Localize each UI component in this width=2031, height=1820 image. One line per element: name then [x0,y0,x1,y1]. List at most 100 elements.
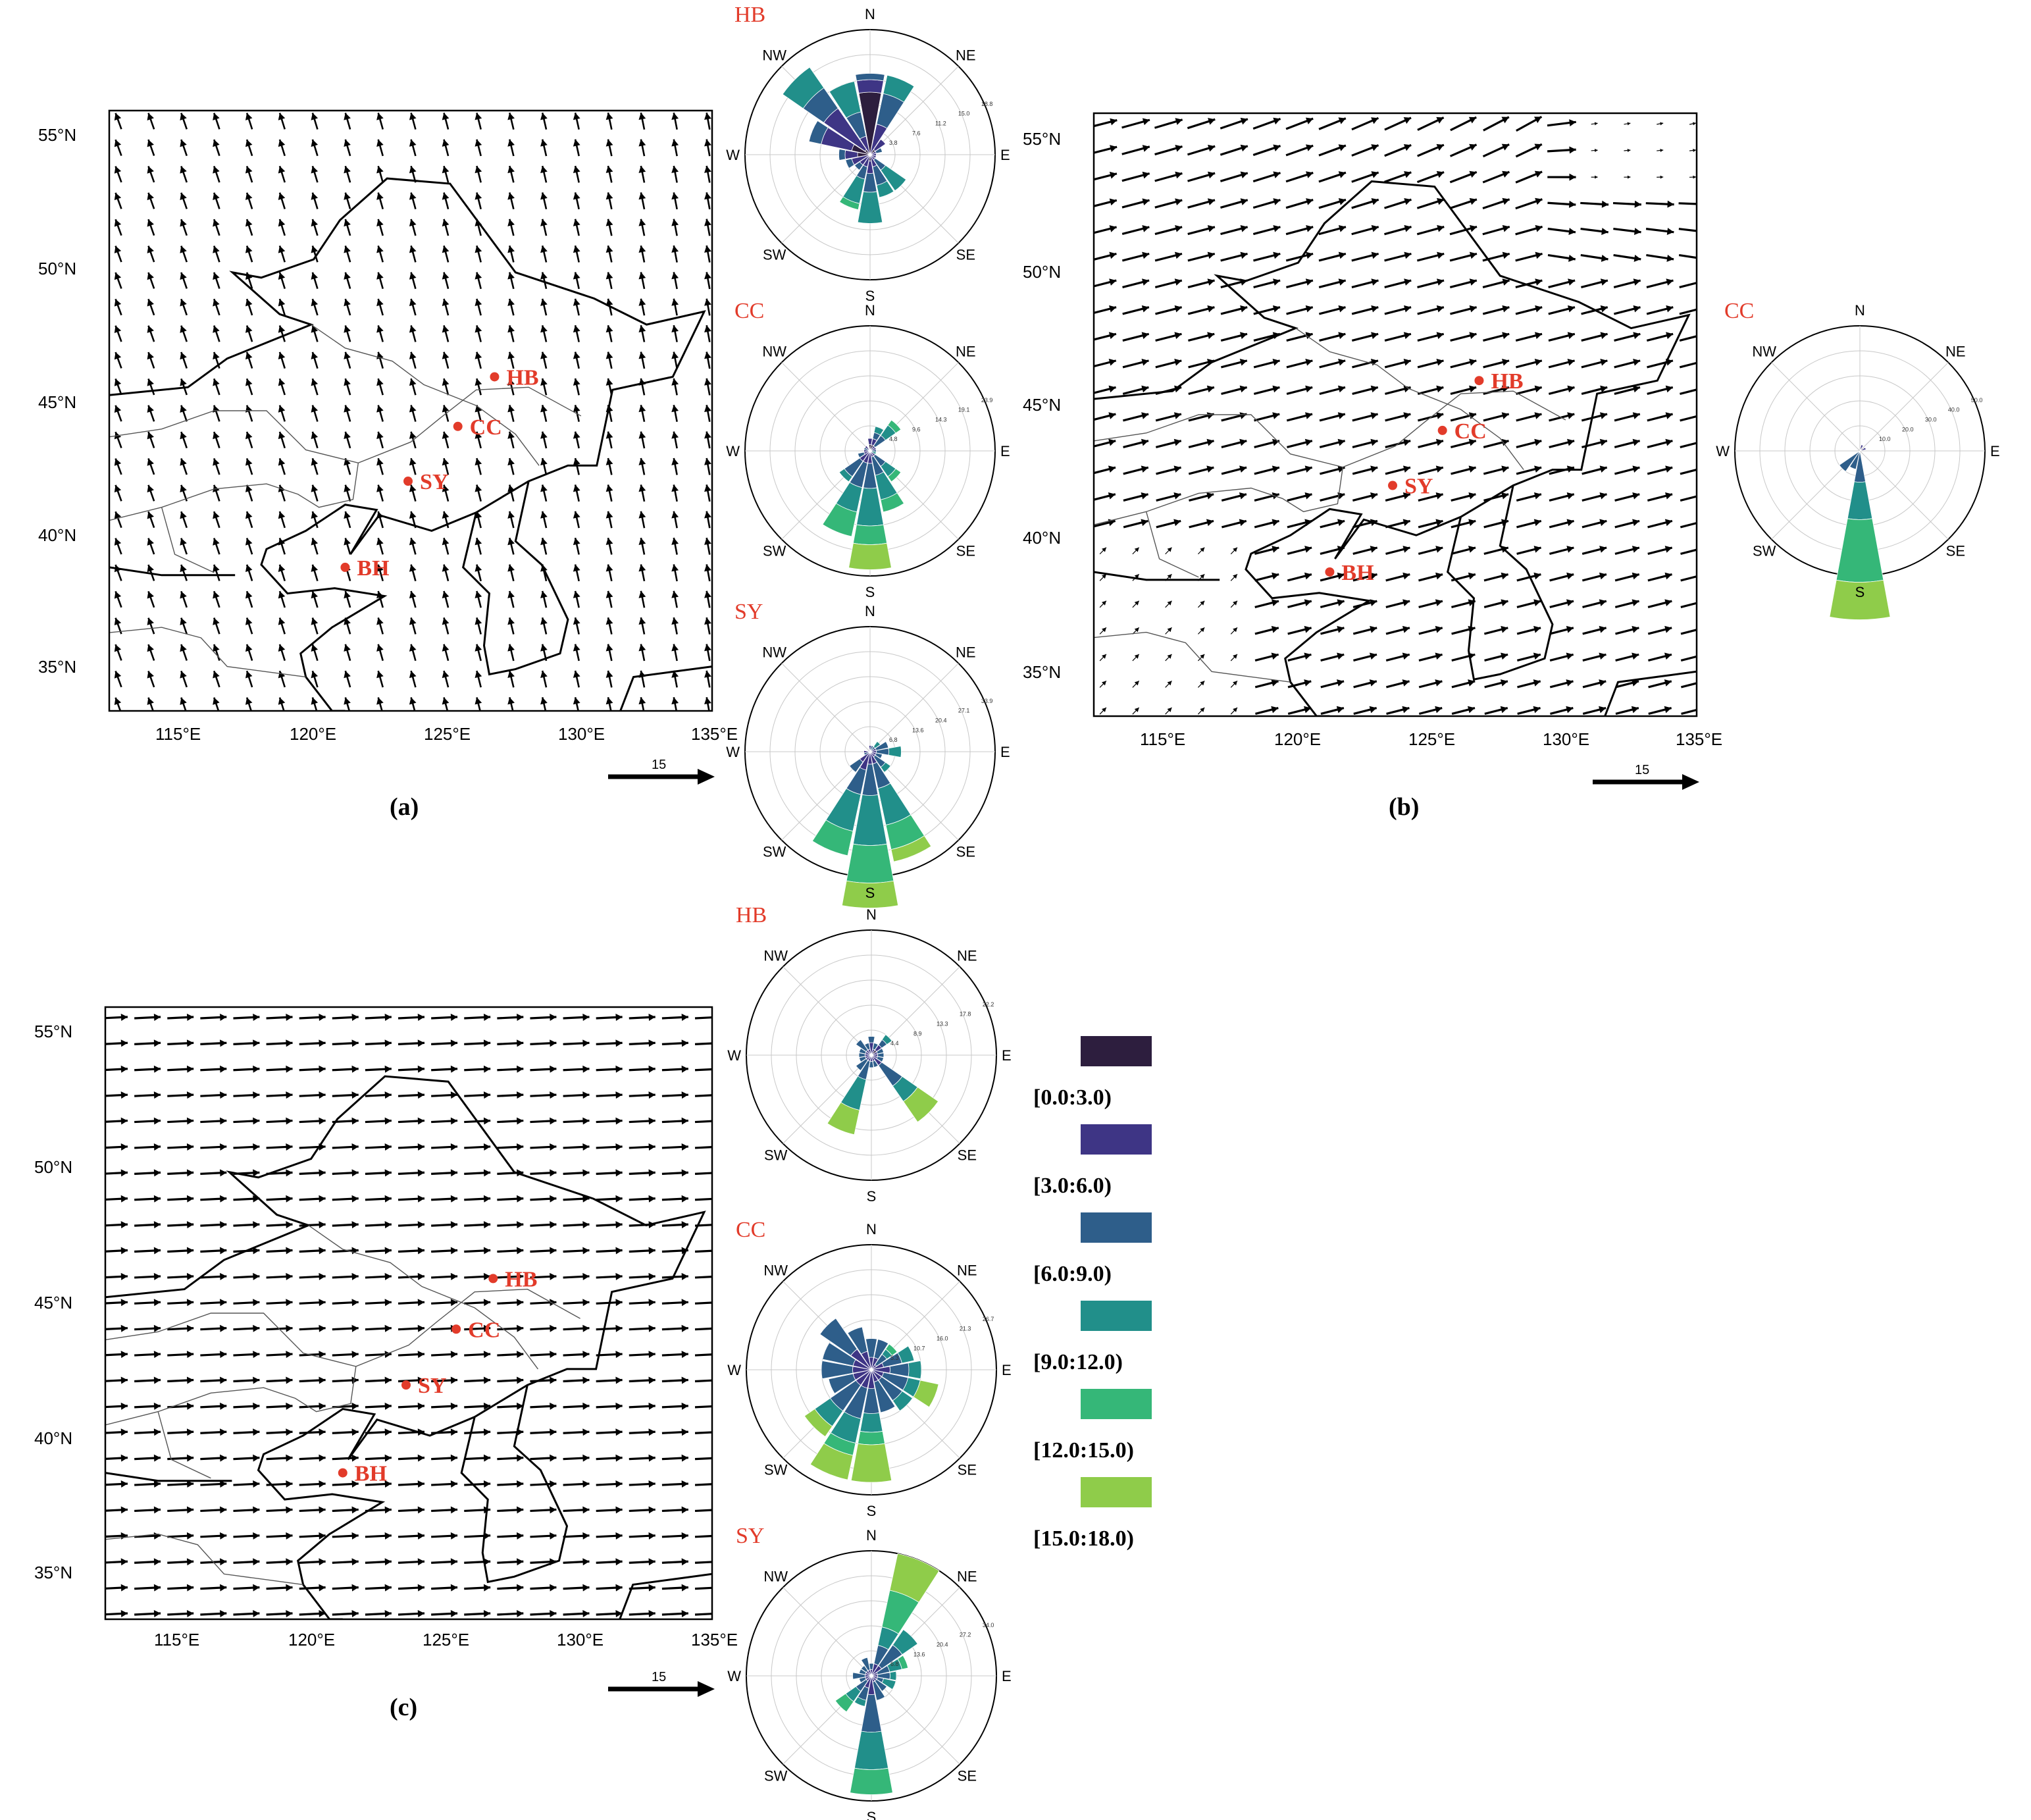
wind-vector-head [180,140,187,147]
wind-vector-head [638,484,646,492]
wind-vector [1680,495,1697,502]
wind-vector-head [344,219,351,227]
wind-vector-head [180,166,187,174]
wind-vector-head [615,1065,623,1073]
province-border [109,627,306,678]
station-label: SY [1404,475,1433,499]
wind-vector-head [376,617,384,625]
wind-vector-head [278,299,286,307]
wind-vector-head [1533,572,1541,580]
wind-vector-head [147,166,154,174]
wind-vector [694,1146,712,1149]
wind-vector-head [1664,652,1672,660]
wind-vector-head [213,299,220,307]
wind-vector-head [351,1558,359,1566]
wind-vector-head [638,564,646,572]
wind-vector-head [417,1351,424,1359]
station-marker [1388,481,1398,490]
rose-sector [887,419,902,434]
wind-vector-head [1110,145,1118,152]
wind-vector-head [1109,278,1117,286]
wind-vector-head [1666,332,1674,340]
wind-vector-head [417,1221,424,1229]
wind-vector-head [319,1584,326,1592]
wind-vector-head [671,219,679,226]
wind-vector-head [442,192,450,200]
rose-sector [865,1338,877,1358]
legend-swatch [1081,1212,1152,1243]
compass-label: SW [764,1767,788,1784]
wind-vector-head [615,1299,623,1307]
wind-vector-head [311,113,319,120]
rose-sector [873,1339,889,1360]
wind-vector-head [638,139,646,147]
wind-vector-head [1665,438,1673,446]
legend-label: [0.0:3.0) [1033,1085,1112,1110]
wind-vector-head [1338,278,1346,286]
wind-vector-head [186,1532,194,1540]
wind-vector-head [483,1610,491,1617]
wind-vector-head [1233,600,1237,606]
wind-vector-head [450,1272,458,1280]
coastline [619,1573,712,1619]
wind-vector-head [1305,144,1314,151]
wind-vector-head [245,538,253,546]
compass-label: SW [1753,542,1776,559]
wind-vector-head [1142,171,1150,179]
wind-vector [694,1068,712,1072]
lon-tick: 120°E [1274,729,1321,749]
wind-vector-head [681,1014,688,1021]
compass-label: S [865,288,875,304]
wind-vector-head [550,1272,557,1280]
wind-vector-head [1632,679,1639,687]
rose-sector [889,1553,940,1603]
province-border [1094,467,1344,525]
wind-vector-head [1402,572,1410,580]
rose-grid-spoke [783,1054,872,1144]
wind-vector-head [253,1454,260,1462]
wind-vector-head [311,431,319,440]
wind-vector-head [1141,278,1150,286]
wind-vector-head [213,351,220,360]
wind-vector-head [376,671,384,679]
wind-vector-head [507,139,515,147]
compass-label: SE [958,1767,977,1784]
wind-vector-head [384,1558,392,1566]
wind-vector-head [245,351,253,360]
wind-vector-head [1141,305,1149,313]
wind-vector-head [286,1014,293,1021]
wind-vector-head [147,564,154,573]
wind-vector-head [180,484,187,493]
wind-vector-head [1600,359,1608,366]
wind-vector-head [1306,251,1314,259]
wind-vector-head [319,1117,326,1125]
station-label: HB [506,365,538,390]
wind-vector [694,1613,712,1616]
lat-tick: 50°N [1023,262,1061,282]
wind-vector-head [311,538,319,546]
wind-vector [694,1379,712,1383]
wind-vector-head [615,1428,623,1436]
wind-vector-head [483,1376,491,1384]
wind-vector-head [1500,679,1508,687]
wind-vector-head [573,166,580,173]
station-marker [340,562,350,572]
wind-vector-head [1240,144,1248,152]
wind-vector-head [475,298,482,306]
wind-vector-head [409,697,417,705]
wind-vector-head [1436,170,1445,178]
wind-vector-head [1632,625,1639,633]
wind-vector-head [1200,707,1205,712]
wind-vector-head [1141,465,1148,473]
compass-label: S [867,1188,877,1205]
wind-vector-head [153,1584,161,1592]
wind-vector-head [1272,305,1280,313]
map-panel-b: 55°N 50°N 45°N 40°N 35°N 115°E 120°E 125… [1023,112,1722,821]
wind-vector-head [1627,175,1631,179]
wind-vector-head [220,1324,227,1332]
wind-vector-head [1601,228,1608,236]
wind-vector-head [605,351,613,359]
reference-vector-label: 15 [652,758,666,772]
wind-vector-head [671,165,679,173]
